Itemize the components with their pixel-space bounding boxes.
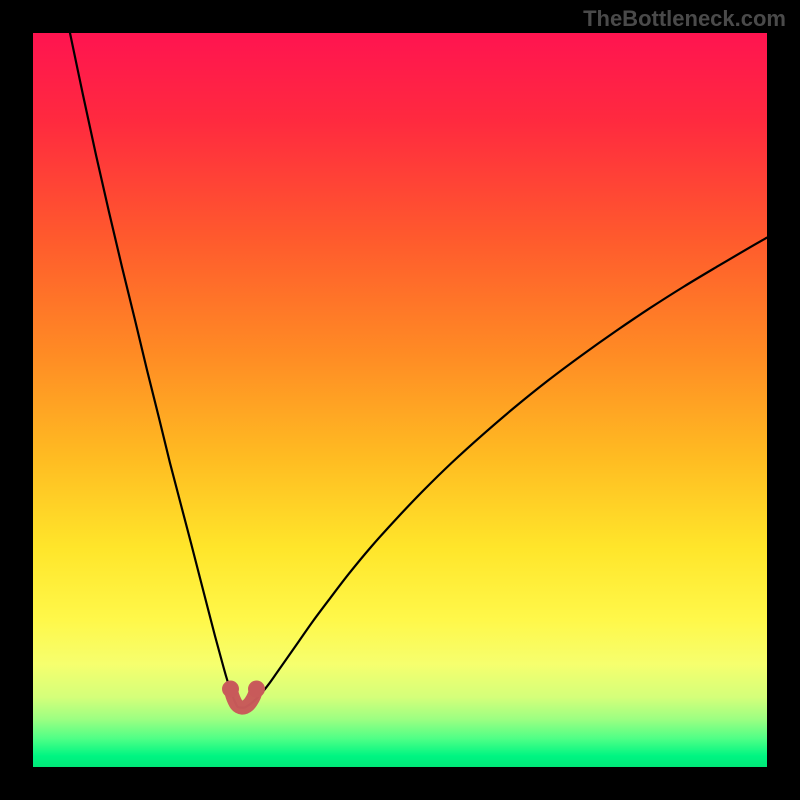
plot-svg (33, 33, 767, 767)
watermark-text: TheBottleneck.com (583, 6, 786, 32)
optimal-marker-dot (222, 681, 239, 698)
chart-stage: TheBottleneck.com (0, 0, 800, 800)
gradient-background (33, 33, 767, 767)
plot-area (33, 33, 767, 767)
optimal-marker-dot (248, 681, 265, 698)
